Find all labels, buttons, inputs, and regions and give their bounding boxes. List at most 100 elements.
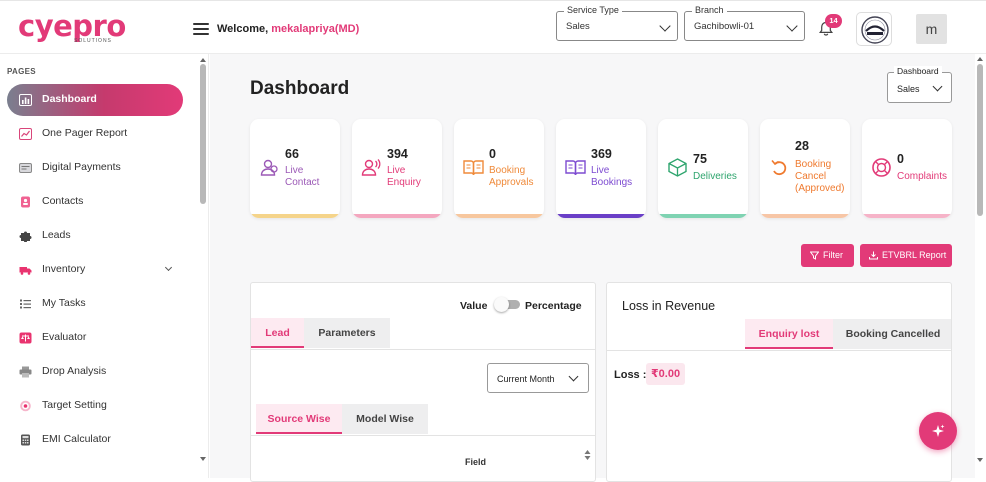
stat-card-booking-approvals[interactable]: 0 Booking Approvals (454, 119, 544, 218)
card-label: Deliveries (693, 171, 737, 182)
filter-button[interactable]: Filter (801, 244, 854, 267)
sidebar-item-target-setting[interactable]: Target Setting (7, 390, 183, 422)
scroll-down-arrow-icon[interactable] (200, 457, 206, 461)
sidebar-item-drop-analysis[interactable]: Drop Analysis (7, 356, 183, 388)
loss-label: Loss : (614, 369, 647, 381)
sidebar-item-contacts[interactable]: Contacts (7, 186, 183, 218)
sidebar-item-emi-calculator[interactable]: EMI Calculator (7, 424, 183, 456)
stat-card-live-bookings[interactable]: 369 Live Bookings (556, 119, 646, 218)
sidebar-item-label: Dashboard (42, 93, 97, 105)
sidebar-item-leads[interactable]: Leads (7, 220, 183, 252)
toggle-label-percentage: Percentage (525, 300, 582, 312)
bar-chart-icon (19, 94, 32, 106)
lifebuoy-icon (872, 158, 891, 177)
welcome-prefix: Welcome, (217, 23, 269, 35)
book-icon (565, 160, 586, 176)
sidebar-item-label: Target Setting (42, 399, 107, 411)
loss-in-revenue-panel: Loss in Revenue Enquiry lost Booking Can… (606, 282, 952, 482)
page-scrollbar[interactable] (975, 54, 986, 478)
target-icon (20, 400, 31, 412)
tab-booking-cancelled[interactable]: Booking Cancelled (833, 319, 951, 349)
calculator-icon (21, 434, 30, 446)
sidebar-section-label: PAGES (7, 67, 36, 76)
user-name: mekalapriya(MD) (271, 23, 360, 35)
chevron-down-icon (786, 20, 798, 32)
menu-toggle-icon[interactable] (193, 23, 209, 35)
tab-enquiry-lost[interactable]: Enquiry lost (745, 319, 833, 349)
tab-lead[interactable]: Lead (251, 318, 304, 348)
sidebar-scrollbar[interactable] (200, 64, 206, 204)
card-accent-bar (760, 214, 850, 218)
user-signal-icon (361, 159, 381, 176)
sidebar-item-digital-payments[interactable]: Digital Payments (7, 152, 183, 184)
card-label: Live (387, 165, 406, 176)
value-percentage-toggle[interactable] (494, 297, 520, 312)
sidebar-item-my-tasks[interactable]: My Tasks (7, 288, 183, 320)
branch-value: Gachibowli-01 (694, 21, 755, 32)
organization-logo (856, 12, 892, 46)
main-content: Dashboard Dashboard Sales 66 Live Contac… (210, 54, 976, 482)
contact-book-icon (21, 196, 30, 208)
card-accent-bar (352, 214, 442, 218)
stat-card-live-enquiry[interactable]: 394 Live Enquiry (352, 119, 442, 218)
dashboard-select-value: Sales (897, 84, 920, 94)
sidebar-item-label: My Tasks (42, 297, 86, 309)
scroll-up-arrow-icon[interactable] (200, 58, 206, 62)
page-title: Dashboard (250, 78, 350, 99)
sort-icon[interactable] (584, 449, 591, 461)
sparkle-icon (932, 424, 945, 437)
sidebar-item-label: Evaluator (42, 331, 87, 343)
sidebar-item-label: Leads (42, 229, 71, 241)
tab-parameters[interactable]: Parameters (304, 318, 390, 348)
printer-icon (19, 366, 32, 378)
delivery-box-icon (668, 158, 687, 177)
card-label: Live (285, 165, 304, 176)
card-label: Cancel (795, 171, 827, 182)
card-label: Booking (795, 159, 832, 170)
truck-icon (19, 267, 32, 275)
dashboard-type-select[interactable]: Dashboard Sales (887, 66, 952, 103)
scrollbar-thumb[interactable] (977, 64, 983, 216)
period-select-value: Current Month (497, 374, 555, 384)
card-label: Contact (285, 177, 320, 188)
card-label: Complaints (897, 171, 948, 182)
floating-action-button[interactable] (919, 412, 957, 450)
sidebar-item-one-pager-report[interactable]: One Pager Report (7, 118, 183, 150)
tab-source-wise[interactable]: Source Wise (256, 404, 342, 434)
card-label: Live (591, 165, 610, 176)
stat-card-booking-cancel[interactable]: 28 Booking Cancel (Approved) (760, 119, 850, 218)
card-value: 394 (387, 147, 408, 161)
brand-logo[interactable]: cyepro SOLUTIONS (18, 9, 128, 44)
chevron-down-icon[interactable] (164, 263, 173, 272)
sidebar-item-evaluator[interactable]: Evaluator (7, 322, 183, 354)
stat-card-deliveries[interactable]: 75 Deliveries (658, 119, 748, 218)
scale-icon (19, 332, 32, 344)
sidebar-item-dashboard[interactable]: Dashboard (7, 84, 183, 116)
service-type-select[interactable]: Service Type Sales (556, 5, 678, 41)
card-value: 28 (795, 139, 809, 153)
service-type-label: Service Type (564, 5, 622, 15)
scroll-down-arrow-icon[interactable] (977, 458, 983, 462)
sidebar-item-label: Digital Payments (42, 161, 121, 173)
puzzle-icon (19, 231, 32, 242)
logo-subtext: SOLUTIONS (74, 38, 112, 44)
sidebar-item-label: Drop Analysis (42, 365, 107, 377)
scroll-up-arrow-icon[interactable] (977, 57, 983, 61)
card-accent-bar (250, 214, 340, 218)
chevron-down-icon (568, 371, 579, 382)
card-label: Enquiry (387, 177, 421, 188)
user-avatar[interactable]: m (916, 14, 947, 44)
stat-card-live-contact[interactable]: 66 Live Contact (250, 119, 340, 218)
line-chart-icon (19, 128, 32, 140)
chevron-down-icon (659, 20, 671, 32)
card-label: (Approved) (795, 183, 845, 194)
card-label: Booking (489, 165, 526, 176)
period-select[interactable]: Current Month (487, 363, 589, 393)
tab-model-wise[interactable]: Model Wise (342, 404, 428, 434)
card-label: Approvals (489, 177, 534, 188)
etvbrl-report-button[interactable]: ETVBRL Report (860, 244, 952, 267)
card-label: Bookings (591, 177, 633, 188)
sidebar-item-inventory[interactable]: Inventory (7, 254, 183, 286)
stat-card-complaints[interactable]: 0 Complaints (862, 119, 952, 218)
branch-select[interactable]: Branch Gachibowli-01 (684, 5, 805, 41)
